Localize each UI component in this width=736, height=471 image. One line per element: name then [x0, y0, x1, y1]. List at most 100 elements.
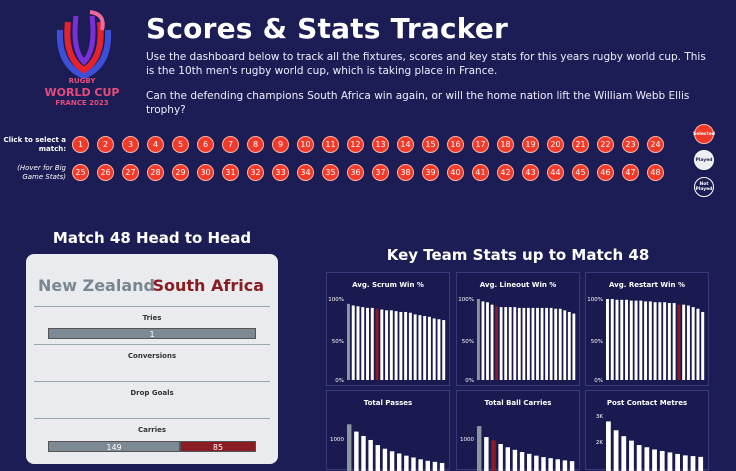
match-button-48[interactable]: 48 — [647, 164, 664, 181]
match-button-1[interactable]: 1 — [72, 136, 89, 153]
bar[interactable] — [442, 320, 446, 380]
bar[interactable] — [418, 459, 423, 471]
match-button-33[interactable]: 33 — [272, 164, 289, 181]
bar[interactable] — [639, 300, 643, 380]
bar[interactable] — [368, 439, 373, 471]
bar[interactable] — [413, 314, 417, 380]
bar[interactable] — [534, 455, 539, 471]
match-button-11[interactable]: 11 — [322, 136, 339, 153]
bar[interactable] — [629, 300, 633, 380]
bar[interactable] — [519, 452, 525, 471]
bar[interactable] — [423, 316, 427, 380]
match-button-47[interactable]: 47 — [622, 164, 639, 181]
bar[interactable] — [558, 308, 562, 380]
tries-bar-left[interactable]: 1 — [48, 328, 256, 339]
bar[interactable] — [613, 430, 619, 471]
bar[interactable] — [394, 311, 398, 380]
bar[interactable] — [652, 449, 657, 471]
match-button-32[interactable]: 32 — [247, 164, 264, 181]
bar[interactable] — [629, 440, 634, 471]
match-button-17[interactable]: 17 — [472, 136, 489, 153]
match-button-23[interactable]: 23 — [622, 136, 639, 153]
bar[interactable] — [404, 455, 409, 471]
bar[interactable] — [481, 301, 485, 380]
bar[interactable] — [644, 301, 648, 380]
bar[interactable] — [567, 311, 571, 380]
match-button-8[interactable]: 8 — [247, 136, 264, 153]
match-button-34[interactable]: 34 — [297, 164, 314, 181]
match-button-15[interactable]: 15 — [422, 136, 439, 153]
bar[interactable] — [625, 299, 628, 380]
bar[interactable] — [667, 452, 673, 471]
bar[interactable] — [686, 305, 690, 380]
carries-bar-left[interactable]: 149 — [48, 441, 180, 452]
bar[interactable] — [505, 447, 510, 471]
match-button-3[interactable]: 3 — [122, 136, 139, 153]
bar[interactable] — [425, 460, 430, 471]
bar[interactable] — [562, 460, 568, 471]
bar[interactable] — [690, 456, 696, 471]
bar[interactable] — [351, 305, 355, 380]
bar[interactable] — [404, 311, 408, 380]
bar[interactable] — [495, 306, 498, 380]
bar[interactable] — [432, 318, 436, 380]
bar[interactable] — [385, 310, 389, 380]
match-button-28[interactable]: 28 — [147, 164, 164, 181]
match-button-25[interactable]: 25 — [72, 164, 89, 181]
bar[interactable] — [701, 311, 705, 380]
bar[interactable] — [696, 308, 700, 380]
bar[interactable] — [370, 307, 374, 380]
bar[interactable] — [531, 307, 535, 380]
bar[interactable] — [427, 316, 431, 380]
bar[interactable] — [418, 315, 422, 380]
bar[interactable] — [540, 307, 544, 380]
bar[interactable] — [663, 302, 667, 380]
match-button-20[interactable]: 20 — [547, 136, 564, 153]
bar[interactable] — [606, 299, 609, 380]
bar[interactable] — [563, 310, 567, 380]
bar[interactable] — [347, 424, 352, 471]
bar[interactable] — [548, 458, 553, 471]
match-button-19[interactable]: 19 — [522, 136, 539, 153]
bar[interactable] — [347, 303, 350, 380]
bar[interactable] — [356, 306, 360, 380]
bar[interactable] — [513, 307, 517, 380]
match-button-45[interactable]: 45 — [572, 164, 589, 181]
match-button-30[interactable]: 30 — [197, 164, 214, 181]
bar[interactable] — [648, 301, 652, 380]
bar[interactable] — [366, 307, 369, 380]
bar[interactable] — [498, 443, 503, 471]
match-button-5[interactable]: 5 — [172, 136, 189, 153]
bar[interactable] — [675, 453, 680, 471]
bar[interactable] — [644, 447, 650, 471]
match-button-10[interactable]: 10 — [297, 136, 314, 153]
bar[interactable] — [408, 312, 412, 380]
match-button-21[interactable]: 21 — [572, 136, 589, 153]
carries-bar-right[interactable]: 85 — [180, 441, 256, 452]
bar[interactable] — [389, 310, 393, 380]
bar[interactable] — [389, 451, 395, 471]
bar[interactable] — [477, 426, 482, 471]
bar[interactable] — [361, 435, 366, 471]
bar[interactable] — [615, 299, 619, 380]
bar[interactable] — [491, 440, 496, 471]
bar[interactable] — [536, 307, 539, 380]
bar[interactable] — [375, 308, 379, 380]
bar[interactable] — [439, 462, 445, 471]
bar[interactable] — [667, 303, 671, 380]
bar[interactable] — [382, 448, 388, 471]
match-button-7[interactable]: 7 — [222, 136, 239, 153]
bar[interactable] — [361, 307, 365, 380]
bar[interactable] — [555, 459, 560, 471]
bar[interactable] — [522, 307, 526, 380]
match-button-6[interactable]: 6 — [197, 136, 214, 153]
match-button-44[interactable]: 44 — [547, 164, 564, 181]
match-button-9[interactable]: 9 — [272, 136, 289, 153]
bar[interactable] — [527, 453, 532, 471]
bar[interactable] — [610, 299, 614, 380]
bar[interactable] — [375, 445, 380, 471]
bar[interactable] — [658, 302, 662, 380]
match-button-39[interactable]: 39 — [422, 164, 439, 181]
bar[interactable] — [682, 455, 688, 471]
bar[interactable] — [499, 307, 503, 380]
